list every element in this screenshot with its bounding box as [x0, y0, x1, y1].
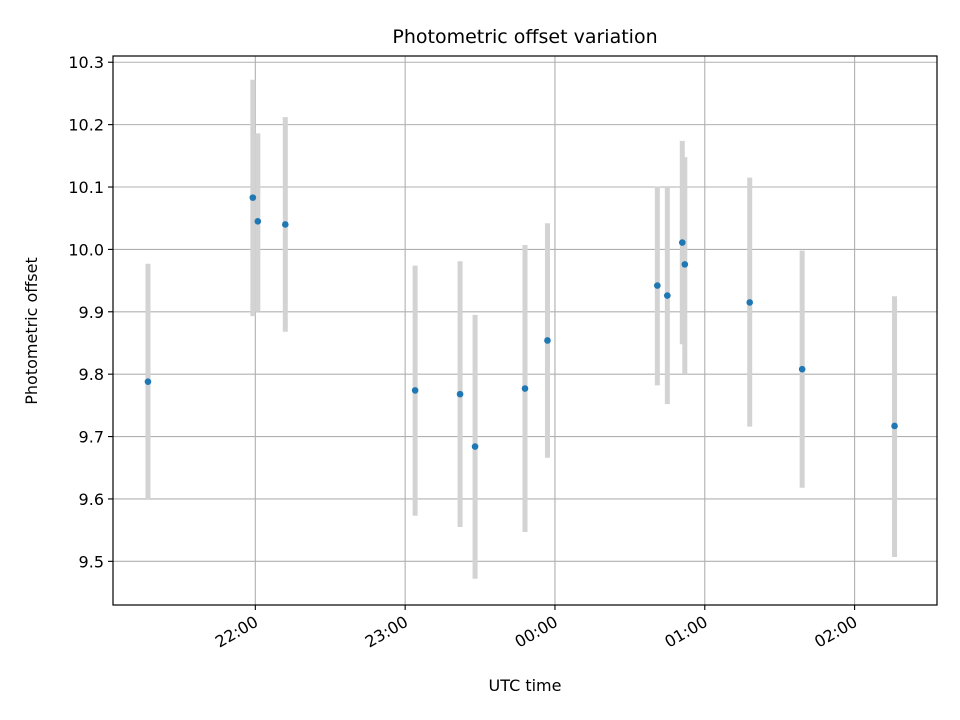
data-point: [411, 387, 419, 394]
y-tick-label: 10.3: [68, 53, 104, 72]
x-axis-label: UTC time: [489, 676, 562, 695]
data-point: [681, 261, 689, 268]
data-point: [679, 239, 686, 246]
y-axis-label: Photometric offset: [22, 257, 41, 405]
data-point: [654, 282, 661, 289]
data-point: [798, 365, 806, 373]
data-point: [254, 218, 262, 225]
data-point: [144, 378, 152, 385]
data-point: [249, 194, 257, 201]
data-point: [746, 299, 754, 306]
data-point: [471, 443, 479, 450]
y-tick-label: 9.8: [79, 365, 104, 384]
y-tick-label: 10.1: [68, 178, 104, 197]
data-point: [456, 390, 464, 398]
data-point: [281, 221, 289, 228]
plot-frame: [112, 55, 938, 606]
data-point: [521, 385, 529, 392]
data-point: [664, 292, 671, 299]
y-tick-label: 10.0: [68, 240, 104, 259]
y-tick-label: 9.6: [79, 490, 104, 509]
y-tick-label: 9.9: [79, 303, 104, 322]
data-point: [544, 337, 551, 344]
y-tick-label: 9.5: [79, 552, 104, 571]
y-tick-label: 9.7: [79, 428, 104, 447]
chart-title: Photometric offset variation: [392, 26, 657, 48]
y-axis-ticks: 9.5 9.6 9.7 9.8 9.9 10.0 10.1 10.2 10.3: [68, 53, 113, 571]
data-point: [891, 422, 898, 430]
y-tick-label: 10.2: [68, 116, 104, 135]
data-points: [144, 194, 898, 450]
